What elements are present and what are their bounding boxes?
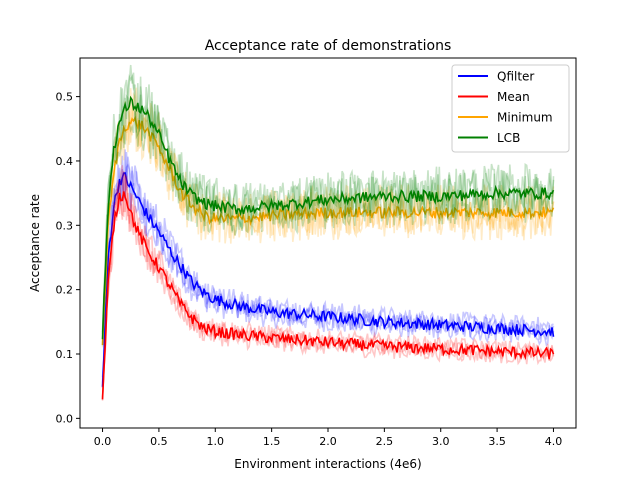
x-tick-label: 3.0	[432, 435, 450, 448]
x-tick-label: 0.5	[150, 435, 168, 448]
legend-label: Minimum	[497, 111, 553, 125]
x-axis-label: Environment interactions (4e6)	[234, 457, 421, 471]
y-axis-ticks: 0.0 0.1 0.2 0.3 0.4 0.5	[56, 91, 80, 425]
series-line	[101, 172, 555, 387]
series-line	[101, 115, 555, 346]
y-tick-label: 0.0	[56, 412, 74, 425]
y-axis-label: Acceptance rate	[28, 194, 42, 292]
legend-label: Qfilter	[497, 70, 534, 84]
series-run-shadow	[101, 163, 555, 389]
series-line	[101, 95, 555, 340]
y-tick-label: 0.1	[56, 348, 74, 361]
x-axis-ticks: 0.0 0.5 1.0 1.5 2.0 2.5 3.0 3.5 4.0	[94, 428, 562, 448]
x-tick-label: 2.5	[376, 435, 394, 448]
x-tick-label: 1.5	[263, 435, 281, 448]
x-tick-label: 4.0	[545, 435, 563, 448]
x-tick-label: 0.0	[94, 435, 112, 448]
x-tick-label: 2.0	[319, 435, 337, 448]
chart-title: Acceptance rate of demonstrations	[205, 38, 452, 54]
series-run-shadow	[101, 73, 555, 334]
series-run-shadow	[101, 87, 555, 343]
legend: Qfilter Mean Minimum LCB	[451, 64, 570, 153]
series-run-shadow	[101, 91, 555, 348]
y-tick-label: 0.3	[56, 219, 74, 232]
series-run-shadow	[101, 151, 555, 383]
x-tick-label: 1.0	[207, 435, 225, 448]
y-tick-label: 0.4	[56, 155, 74, 168]
legend-frame	[451, 64, 570, 153]
x-tick-label: 3.5	[488, 435, 506, 448]
y-tick-label: 0.5	[56, 91, 74, 104]
legend-label: Mean	[497, 90, 530, 104]
series-run-shadow	[101, 149, 554, 378]
series-line	[101, 191, 555, 400]
series-layer	[101, 64, 555, 401]
y-tick-label: 0.2	[56, 284, 74, 297]
legend-label: LCB	[497, 131, 520, 145]
